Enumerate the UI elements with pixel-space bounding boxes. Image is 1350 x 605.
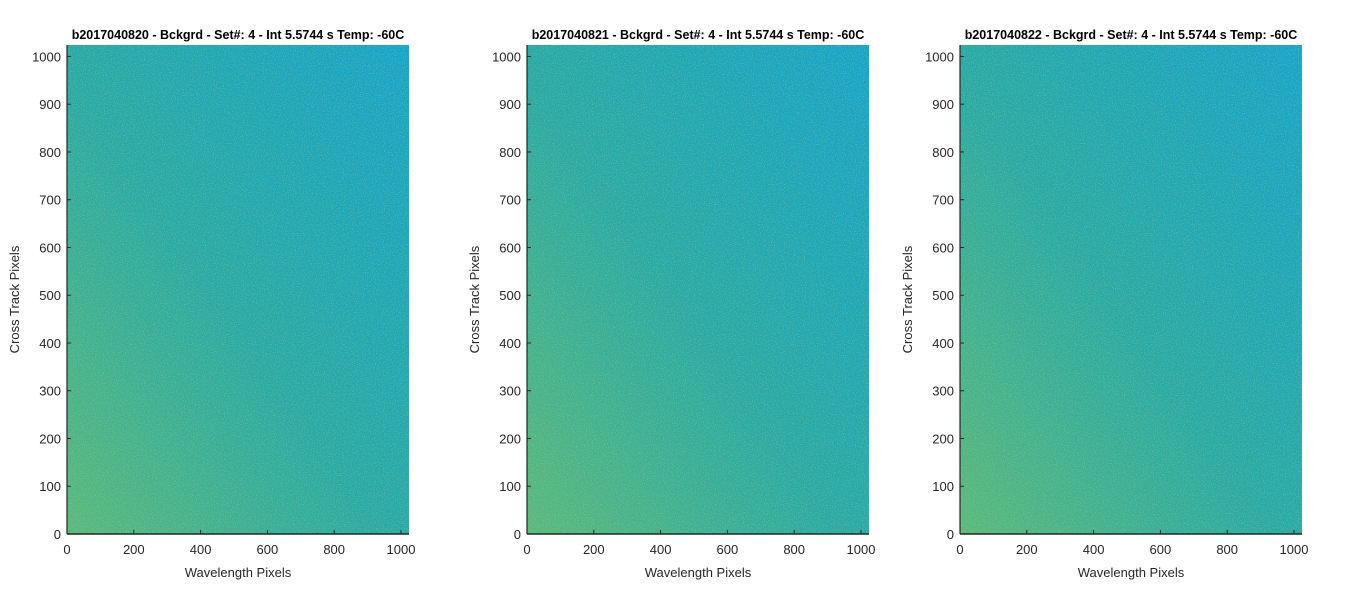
y-tick-label: 600 (932, 240, 954, 255)
y-tick-label: 200 (499, 431, 521, 446)
y-tick-label: 800 (499, 145, 521, 160)
y-tick-label: 200 (932, 431, 954, 446)
y-tick-label: 800 (39, 145, 61, 160)
x-tick-label: 0 (956, 542, 963, 557)
x-axis-label: Wavelength Pixels (1078, 565, 1185, 580)
x-tick-label: 1000 (387, 542, 416, 557)
chart-title: b2017040821 - Bckgrd - Set#: 4 - Int 5.5… (532, 28, 865, 42)
chart-title: b2017040822 - Bckgrd - Set#: 4 - Int 5.5… (965, 28, 1298, 42)
y-axis-label: Cross Track Pixels (7, 245, 22, 353)
y-tick-label: 200 (39, 431, 61, 446)
y-tick-label: 400 (499, 336, 521, 351)
y-tick-label: 400 (39, 336, 61, 351)
x-tick-label: 800 (1216, 542, 1238, 557)
y-tick-label: 600 (39, 240, 61, 255)
x-tick-label: 1000 (847, 542, 876, 557)
x-tick-label: 600 (717, 542, 739, 557)
y-tick-label: 1000 (492, 49, 521, 64)
x-axis-label: Wavelength Pixels (185, 565, 292, 580)
y-tick-label: 1000 (32, 49, 61, 64)
x-tick-label: 0 (523, 542, 530, 557)
x-tick-label: 600 (1150, 542, 1172, 557)
heatmap-panel-3: 0 200 400 600 800 1000 0 100 200 300 400 500 600 700 8… (900, 28, 1308, 580)
x-tick-label: 400 (190, 542, 212, 557)
x-tick-label: 0 (63, 542, 70, 557)
y-axis-label: Cross Track Pixels (467, 245, 482, 353)
y-tick-label: 100 (39, 479, 61, 494)
x-tick-label: 600 (257, 542, 279, 557)
heatmap-panel-2: 0 200 400 600 800 1000 0 100 200 300 400 500 600 700 8… (467, 28, 875, 580)
y-tick-label: 100 (499, 479, 521, 494)
x-tick-label: 400 (650, 542, 672, 557)
y-tick-label: 500 (39, 288, 61, 303)
chart-title: b2017040820 - Bckgrd - Set#: 4 - Int 5.5… (72, 28, 405, 42)
y-tick-label: 0 (514, 527, 521, 542)
y-tick-label: 500 (932, 288, 954, 303)
y-tick-label: 900 (932, 97, 954, 112)
y-tick-label: 700 (39, 193, 61, 208)
y-tick-label: 300 (499, 384, 521, 399)
y-tick-label: 500 (499, 288, 521, 303)
x-tick-label: 200 (1016, 542, 1038, 557)
y-tick-label: 300 (39, 384, 61, 399)
y-axis-label: Cross Track Pixels (900, 245, 915, 353)
y-tick-label: 700 (499, 193, 521, 208)
y-tick-label: 300 (932, 384, 954, 399)
y-tick-label: 700 (932, 193, 954, 208)
y-tick-label: 600 (499, 240, 521, 255)
heatmap-noise (527, 45, 869, 534)
heatmap-noise (960, 45, 1302, 534)
x-tick-label: 800 (783, 542, 805, 557)
x-axis-label: Wavelength Pixels (645, 565, 752, 580)
x-tick-label: 1000 (1280, 542, 1309, 557)
heatmap-noise (67, 45, 409, 534)
y-tick-label: 0 (947, 527, 954, 542)
y-tick-label: 100 (932, 479, 954, 494)
y-tick-label: 0 (54, 527, 61, 542)
heatmap-panel-1: 0 200 400 600 800 1000 0 100 200 300 400 500 600 700 8… (7, 28, 415, 580)
x-tick-label: 200 (123, 542, 145, 557)
x-tick-label: 400 (1083, 542, 1105, 557)
x-tick-label: 200 (583, 542, 605, 557)
y-tick-label: 400 (932, 336, 954, 351)
y-tick-label: 900 (39, 97, 61, 112)
y-tick-label: 1000 (925, 49, 954, 64)
y-tick-label: 900 (499, 97, 521, 112)
x-tick-label: 800 (323, 542, 345, 557)
y-tick-label: 800 (932, 145, 954, 160)
